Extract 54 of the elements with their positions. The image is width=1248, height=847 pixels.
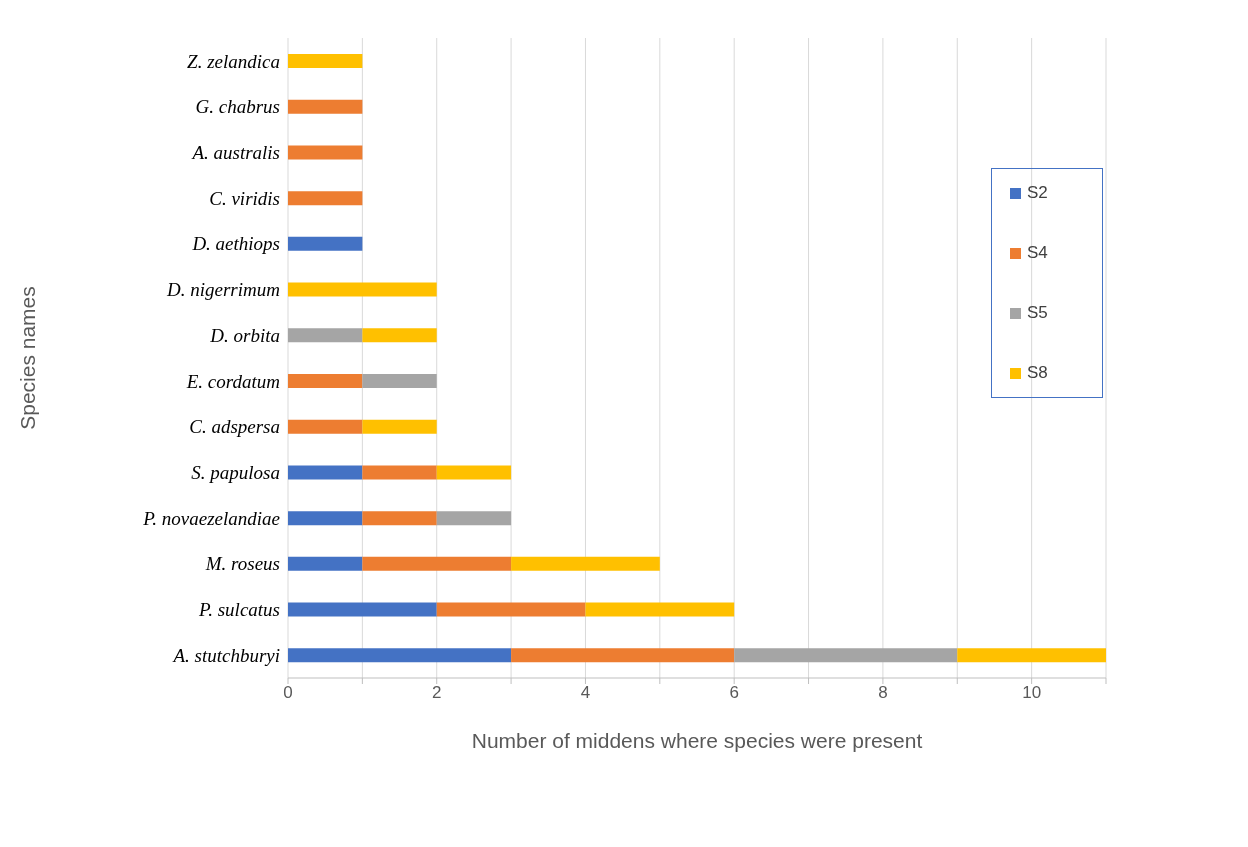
y-tick-label: P. novaezelandiae [142, 507, 280, 529]
y-tick-label: G. chabrus [195, 96, 280, 118]
bar [362, 556, 512, 571]
bar [288, 54, 363, 68]
y-axis-title: Species names [16, 286, 40, 430]
bar [288, 374, 363, 388]
bar [288, 648, 512, 663]
legend-label: S5 [1027, 303, 1048, 323]
y-tick-label: A. australis [190, 142, 280, 164]
bar [288, 282, 437, 297]
bar [288, 236, 363, 251]
bar [288, 99, 363, 114]
y-tick-label: M. roseus [204, 553, 280, 575]
y-tick-label: E. cordatum [185, 370, 280, 392]
legend-label: S8 [1027, 363, 1048, 383]
bar [362, 419, 437, 434]
x-tick-label: 8 [878, 683, 888, 703]
x-tick-label: 4 [580, 683, 591, 703]
bar [288, 465, 363, 480]
bar [288, 191, 363, 206]
legend-label: S2 [1027, 183, 1048, 203]
x-tick-label: 10 [1022, 683, 1042, 703]
y-tick-label: C. adspersa [189, 416, 280, 438]
legend-label: S4 [1027, 243, 1048, 263]
y-tick-label: D. aethiops [191, 233, 280, 255]
bar [436, 511, 512, 526]
bar [288, 328, 363, 343]
x-tick-label: 2 [431, 683, 442, 703]
x-axis-title: Number of middens where species were present [471, 729, 923, 752]
bar [362, 328, 437, 343]
x-tick-label: 0 [283, 683, 293, 703]
y-tick-label: P. sulcatus [198, 599, 280, 621]
bar [288, 511, 363, 526]
bar [288, 145, 363, 160]
bar [436, 465, 512, 480]
bar [362, 511, 437, 526]
bar [362, 374, 437, 388]
bar [288, 602, 437, 617]
bar [362, 465, 437, 480]
bar [585, 602, 735, 617]
bar [734, 648, 958, 663]
bar [288, 419, 363, 434]
y-tick-label: S. papulosa [191, 462, 280, 484]
y-tick-label: D. nigerrimum [166, 279, 280, 301]
y-tick-label: Z. zelandica [187, 50, 280, 72]
x-tick-label: 6 [729, 683, 739, 703]
bar [957, 648, 1106, 663]
bar [511, 648, 735, 663]
bar [436, 602, 586, 617]
y-tick-label: D. orbita [209, 324, 280, 346]
bar [288, 556, 363, 571]
bar [511, 556, 660, 571]
y-tick-label: A. stutchburyi [171, 644, 280, 666]
y-tick-label: C. viridis [209, 187, 280, 209]
